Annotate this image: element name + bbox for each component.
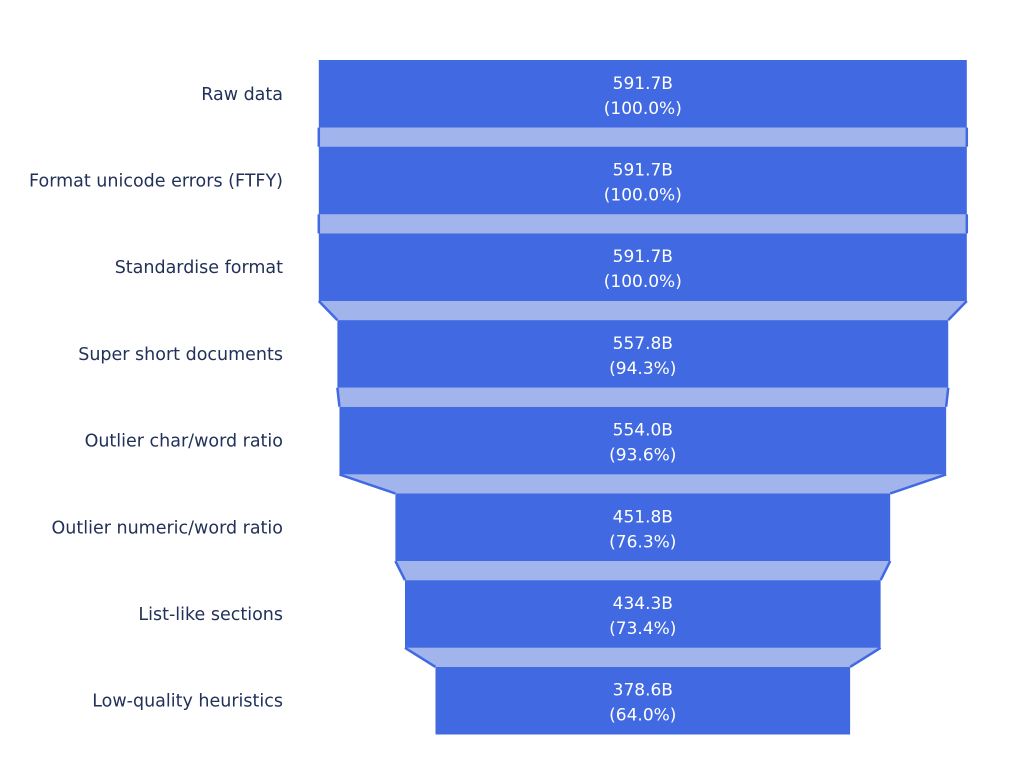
- connector-left-edge: [404, 646, 437, 668]
- funnel-connector: [339, 474, 947, 494]
- funnel-connector: [395, 561, 891, 581]
- bar-value-label: 557.8B: [613, 334, 673, 354]
- bar-percent-label: (100.0%): [604, 99, 682, 119]
- stage-label: Outlier char/word ratio: [85, 432, 283, 452]
- funnel-bar: [435, 666, 851, 735]
- funnel-connector: [337, 387, 949, 407]
- funnel-bar: [318, 233, 967, 301]
- funnel-bar: [337, 320, 949, 388]
- funnel-connector: [404, 647, 881, 667]
- bar-value-label: 451.8B: [613, 507, 673, 527]
- funnel-connector-edges: [317, 127, 969, 668]
- connector-left-edge: [394, 560, 407, 581]
- bar-value-label: 554.0B: [613, 421, 673, 441]
- bar-value-label: 591.7B: [613, 161, 673, 181]
- bar-percent-label: (100.0%): [604, 186, 682, 206]
- funnel-bars: [318, 60, 967, 735]
- bar-value-label: 591.7B: [613, 74, 673, 94]
- funnel-bar: [395, 493, 891, 562]
- bar-percent-label: (93.6%): [609, 446, 676, 466]
- bar-value-label: 591.7B: [613, 247, 673, 267]
- funnel-connector: [318, 301, 967, 321]
- bar-percent-label: (76.3%): [609, 532, 676, 552]
- stage-label: Super short documents: [78, 345, 283, 365]
- connector-right-edge: [849, 646, 882, 668]
- connector-right-edge: [944, 387, 950, 407]
- funnel-bar: [404, 580, 881, 648]
- funnel-bar: [339, 406, 947, 475]
- funnel-text: Raw data 591.7B (100.0%) Format unicode err…: [29, 74, 682, 726]
- funnel-bar: [318, 146, 967, 215]
- funnel-bar: [318, 60, 967, 128]
- bar-value-label: 434.3B: [613, 594, 673, 614]
- funnel-connector: [318, 127, 967, 147]
- connector-right-edge: [889, 473, 947, 495]
- stage-label: Format unicode errors (FTFY): [29, 172, 283, 192]
- connector-right-edge: [947, 300, 968, 321]
- connector-left-edge: [336, 387, 341, 407]
- stage-label: Raw data: [201, 85, 283, 105]
- bar-percent-label: (64.0%): [609, 706, 676, 726]
- stage-label: Low-quality heuristics: [92, 692, 283, 712]
- stage-label: Outlier numeric/word ratio: [52, 518, 283, 538]
- connector-right-edge: [879, 560, 892, 581]
- bar-percent-label: (73.4%): [609, 619, 676, 639]
- bar-percent-label: (100.0%): [604, 272, 682, 292]
- stage-label: List-like sections: [138, 605, 283, 625]
- bar-percent-label: (94.3%): [609, 359, 676, 379]
- funnel-connectors: [318, 127, 967, 667]
- bar-value-label: 378.6B: [613, 681, 673, 701]
- connector-left-edge: [317, 300, 339, 321]
- stage-label: Standardise format: [115, 258, 283, 278]
- connector-left-edge: [339, 473, 396, 495]
- funnel-connector: [318, 214, 967, 234]
